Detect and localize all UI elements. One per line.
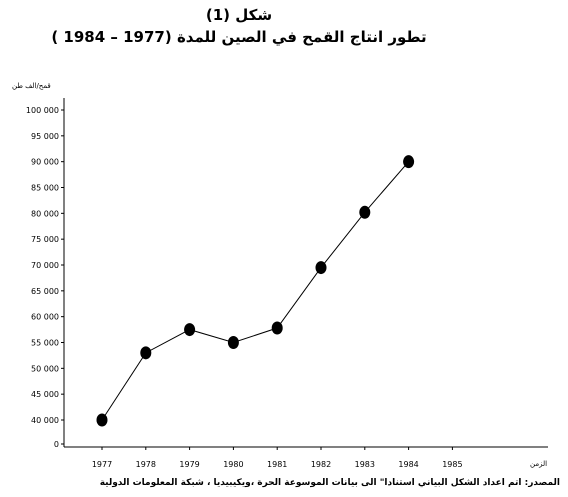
y-tick-label: 100 000 [26, 106, 59, 115]
y-tick-label: 40 000 [31, 416, 59, 425]
data-point [227, 336, 239, 349]
x-ticks: 1977 1978 1979 1980 1981 1982 1983 1984 1985 [92, 447, 463, 469]
y-tick-label: 0 [54, 440, 59, 449]
y-tick-label: 45 000 [31, 390, 59, 399]
y-tick-label: 85 000 [31, 184, 59, 193]
y-tick-label: 70 000 [31, 261, 59, 270]
x-tick: 1980 [223, 447, 244, 469]
data-point [271, 321, 283, 335]
x-tick-label: 1985 [442, 460, 462, 469]
x-tick-label: 1984 [398, 460, 418, 469]
x-tick-label: 1977 [92, 460, 112, 469]
y-tick: 60 000 [31, 313, 64, 322]
x-tick: 1982 [311, 447, 331, 469]
y-tick: 0 [54, 440, 64, 449]
data-point [140, 346, 152, 360]
y-tick-label: 90 000 [31, 158, 59, 167]
y-tick-label: 50 000 [31, 364, 59, 373]
chart-title: شكل (1) [205, 6, 273, 24]
series-polyline [101, 161, 409, 421]
y-tick-label: 80 000 [31, 209, 59, 218]
x-tick-label: 1983 [355, 460, 375, 469]
y-tick-label: 65 000 [31, 287, 59, 296]
x-tick-label: 1979 [179, 460, 199, 469]
x-tick: 1979 [179, 447, 200, 469]
chart-subtitle: تطور انتاج القمح في الصين للمدة (1977 – … [51, 28, 427, 46]
y-tick: 100 000 [26, 106, 64, 115]
y-tick: 70 000 [31, 261, 64, 270]
x-tick: 1985 [442, 447, 463, 469]
x-tick: 1981 [267, 447, 287, 469]
x-tick: 1977 [92, 447, 112, 469]
x-tick-label: 1981 [267, 460, 287, 469]
y-tick-label: 75 000 [31, 235, 59, 244]
data-point [96, 413, 108, 427]
y-tick: 95 000 [31, 132, 64, 141]
y-tick: 55 000 [31, 339, 64, 348]
x-tick-label: 1980 [223, 460, 243, 469]
x-tick: 1984 [398, 447, 419, 469]
data-point [315, 261, 327, 275]
y-ticks: 0 40 000 45 000 50 000 55 000 60 000 65 000 70 … [26, 106, 64, 449]
y-tick: 75 000 [31, 235, 64, 244]
y-tick-label: 95 000 [31, 132, 59, 141]
x-tick-label: 1982 [311, 460, 331, 469]
x-tick: 1978 [136, 447, 156, 469]
y-tick-label: 55 000 [31, 339, 59, 348]
y-tick: 80 000 [31, 209, 64, 218]
y-tick: 65 000 [31, 287, 64, 296]
axes [63, 98, 548, 448]
series-line [96, 155, 415, 427]
data-point [359, 205, 371, 219]
y-tick: 90 000 [31, 158, 64, 167]
x-tick: 1983 [355, 447, 375, 469]
y-tick: 45 000 [31, 390, 64, 399]
y-tick: 40 000 [31, 416, 64, 425]
x-tick-label: 1978 [136, 460, 156, 469]
y-tick: 85 000 [31, 184, 64, 193]
x-axis-label: الزمن [530, 460, 548, 468]
y-tick-label: 60 000 [31, 313, 59, 322]
source-note: المصدر: اتم اعداد الشكل البياني استنادا"… [99, 478, 560, 488]
y-tick: 50 000 [31, 364, 64, 373]
data-point [184, 323, 196, 337]
data-point [403, 155, 415, 169]
y-axis-label: قمح/الف طن [12, 82, 51, 90]
